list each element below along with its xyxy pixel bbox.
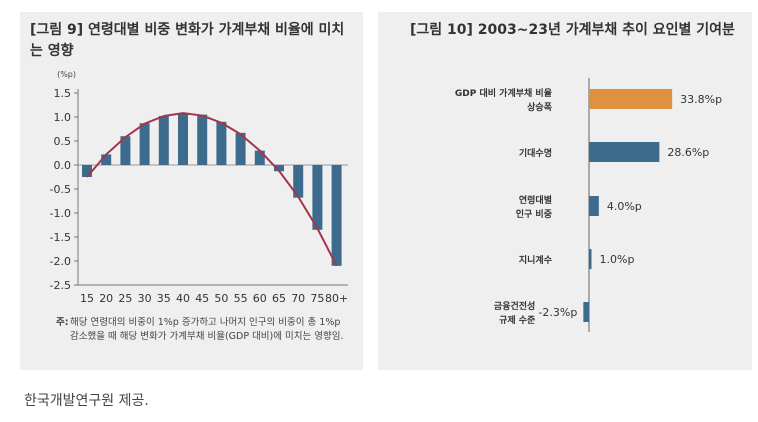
y-tick-label: -0.5 xyxy=(50,183,71,196)
value-label: 4.0%p xyxy=(607,200,642,213)
trend-line xyxy=(86,112,338,267)
bar-65 xyxy=(274,165,284,172)
x-tick-label: 65 xyxy=(272,292,286,305)
x-tick-label: 60 xyxy=(253,292,267,305)
bar-75 xyxy=(312,165,323,230)
value-label: -2.3%p xyxy=(538,306,577,319)
x-tick-label: 35 xyxy=(157,292,171,305)
bar-30 xyxy=(139,123,150,165)
bar-60 xyxy=(254,150,265,165)
bar-50 xyxy=(216,121,227,165)
bar-70 xyxy=(293,165,304,198)
x-tick-label: 80+ xyxy=(325,292,348,305)
hbar-2 xyxy=(589,196,599,216)
y-tick-label: -1.0 xyxy=(50,207,71,220)
category-label: 상승폭 xyxy=(527,101,552,113)
left-chart-title: [그림 9] 연령대별 비중 변화가 가계부채 비율에 미치는 영향 xyxy=(30,22,345,59)
hbar-0 xyxy=(589,89,673,109)
hbar-1 xyxy=(589,142,660,162)
y-tick-label: -2.5 xyxy=(50,279,71,292)
x-tick-label: 30 xyxy=(138,292,152,305)
x-tick-label: 55 xyxy=(234,292,248,305)
x-tick-label: 15 xyxy=(80,292,94,305)
y-tick-label: -2.0 xyxy=(50,255,71,268)
bar-55 xyxy=(235,132,246,165)
hbar-3 xyxy=(589,249,592,269)
category-label: 금융건전성 xyxy=(494,300,535,312)
note-text: 해당 연령대의 비중이 1%p 증가하고 나머지 인구의 비중이 총 1%p 감… xyxy=(70,317,344,342)
bar-25 xyxy=(120,136,131,165)
x-tick-label: 70 xyxy=(291,292,305,305)
category-label: GDP 대비 가계부채 비율 xyxy=(455,87,552,99)
bar-20 xyxy=(101,154,112,165)
bar-35 xyxy=(158,116,169,165)
y-tick-label: 1.0 xyxy=(54,111,72,124)
bar-80+ xyxy=(331,165,342,266)
bar-45 xyxy=(197,114,208,165)
hbar-4 xyxy=(583,302,589,322)
x-tick-label: 75 xyxy=(310,292,324,305)
value-label: 1.0%p xyxy=(600,253,635,266)
category-label: 기대수명 xyxy=(519,147,552,159)
y-tick-label: 1.5 xyxy=(54,87,72,100)
y-tick-label: 0.0 xyxy=(54,159,72,172)
right-panel xyxy=(378,12,752,370)
y-tick-label: 0.5 xyxy=(54,135,72,148)
x-tick-label: 40 xyxy=(176,292,190,305)
category-label: 지니계수 xyxy=(519,254,552,266)
x-tick-label: 50 xyxy=(214,292,228,305)
image-caption: 한국개발연구원 제공. xyxy=(24,393,149,409)
left-panel xyxy=(20,12,363,370)
y-tick-label: -1.5 xyxy=(50,231,71,244)
category-label: 규제 수준 xyxy=(499,314,535,326)
value-label: 33.8%p xyxy=(680,93,722,106)
bar-15 xyxy=(82,165,92,177)
left-chart-note: 주: 해당 연령대의 비중이 1%p 증가하고 나머지 인구의 비중이 총 1%p… xyxy=(56,316,346,344)
x-tick-label: 20 xyxy=(99,292,113,305)
category-label: 연령대별 xyxy=(519,194,552,206)
right-chart-title: [그림 10] 2003~23년 가계부채 추이 요인별 기여분 xyxy=(410,22,735,38)
value-label: 28.6%p xyxy=(667,146,709,159)
x-tick-label: 25 xyxy=(118,292,132,305)
note-label: 주: xyxy=(56,317,69,328)
y-unit-label: (%p) xyxy=(57,70,76,79)
bar-40 xyxy=(178,113,188,165)
category-label: 인구 비중 xyxy=(516,208,552,220)
x-tick-label: 45 xyxy=(195,292,209,305)
